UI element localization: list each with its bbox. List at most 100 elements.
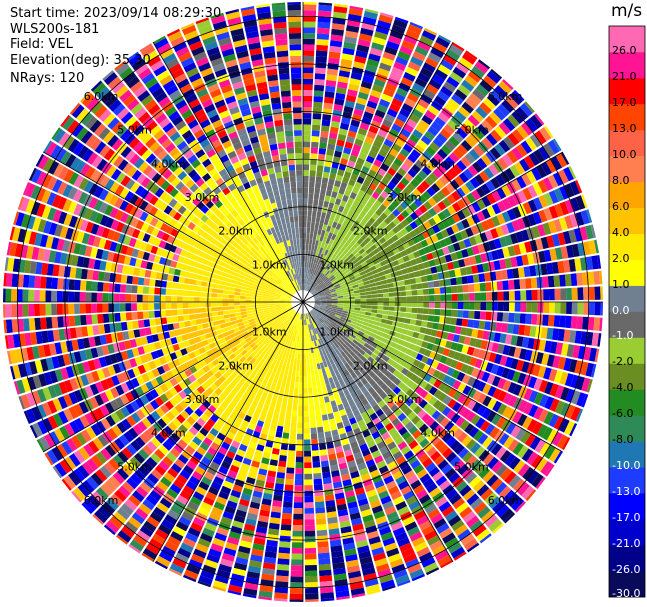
range-gate	[513, 244, 522, 256]
range-gate	[309, 287, 314, 293]
range-gate	[418, 155, 429, 165]
range-gate	[419, 520, 432, 531]
range-gate	[234, 454, 244, 463]
range-gate	[314, 314, 320, 320]
range-gate	[309, 256, 313, 263]
range-gate	[150, 410, 161, 421]
range-gate	[399, 285, 406, 292]
range-gate	[543, 249, 552, 262]
range-gate	[370, 312, 377, 317]
range-gate	[352, 143, 362, 152]
range-gate	[428, 308, 435, 315]
range-gate	[378, 465, 389, 475]
range-gate	[495, 446, 507, 460]
range-gate	[461, 276, 469, 285]
range-gate	[127, 266, 135, 276]
range-gate	[522, 215, 532, 228]
range-gate	[491, 413, 502, 426]
range-gate	[350, 320, 357, 325]
range-gate	[311, 216, 316, 223]
range-gate	[270, 338, 276, 344]
range-gate	[235, 360, 243, 367]
range-gate	[552, 172, 564, 186]
range-gate	[400, 249, 408, 257]
range-gate	[353, 310, 360, 314]
range-gate	[311, 141, 319, 148]
range-gate	[323, 321, 329, 327]
range-gate	[90, 472, 104, 486]
range-gate	[564, 215, 574, 229]
range-gate	[569, 330, 577, 343]
range-gate	[331, 470, 340, 478]
range-gate	[356, 492, 367, 501]
range-gate	[387, 77, 400, 87]
range-gate	[190, 343, 199, 351]
range-gate	[350, 391, 358, 399]
range-gate	[443, 81, 457, 93]
range-gate	[380, 163, 390, 172]
range-gate	[445, 451, 457, 463]
range-gate	[483, 167, 495, 179]
range-gate	[345, 259, 352, 266]
range-gate	[317, 426, 324, 434]
range-gate	[342, 310, 349, 314]
range-gate	[404, 450, 415, 460]
range-gate	[405, 307, 412, 313]
range-gate	[319, 307, 326, 311]
range-gate	[507, 439, 520, 452]
range-gate	[172, 343, 180, 352]
range-gate	[475, 417, 486, 429]
range-gate	[324, 320, 330, 326]
range-gate	[275, 581, 289, 588]
range-gate	[407, 61, 421, 72]
range-gate	[328, 528, 340, 536]
range-gate	[354, 181, 362, 190]
range-gate	[507, 245, 516, 257]
range-gate	[31, 246, 40, 260]
range-gate	[286, 295, 293, 298]
range-gate	[292, 323, 296, 330]
range-gate	[484, 492, 498, 505]
range-gate	[254, 347, 261, 354]
range-gate	[262, 360, 269, 367]
range-gate	[281, 512, 292, 520]
range-gate	[535, 476, 546, 490]
range-gate	[543, 411, 554, 425]
range-gate	[480, 420, 491, 432]
range-gate	[374, 321, 381, 327]
range-gate	[519, 348, 527, 360]
range-gate	[222, 409, 232, 418]
range-gate	[246, 287, 253, 292]
range-gate	[433, 389, 443, 399]
range-gate	[266, 476, 276, 484]
range-gate	[448, 515, 462, 527]
range-gate	[396, 153, 407, 163]
range-gate	[367, 464, 378, 473]
range-gate	[131, 512, 145, 525]
range-gate	[489, 271, 497, 281]
range-gate	[279, 343, 285, 350]
range-gate	[367, 323, 375, 329]
range-gate	[309, 341, 313, 348]
range-gate	[410, 258, 418, 266]
range-gate	[437, 148, 448, 160]
range-gate	[229, 426, 238, 435]
range-gate	[412, 429, 422, 440]
range-gate	[380, 337, 387, 344]
range-gate	[442, 197, 452, 208]
range-gate	[388, 391, 397, 400]
range-gate	[402, 516, 415, 527]
range-gate	[343, 302, 350, 305]
range-gate	[362, 179, 371, 188]
range-gate	[458, 259, 466, 268]
range-gate	[523, 325, 531, 337]
range-gate	[315, 313, 321, 319]
range-gate	[88, 258, 96, 269]
range-gate	[333, 393, 340, 400]
range-gate	[404, 279, 411, 286]
range-gate	[531, 302, 538, 313]
range-gate	[585, 362, 595, 377]
range-gate	[283, 501, 293, 508]
range-gate	[354, 299, 361, 302]
range-gate	[348, 293, 355, 297]
